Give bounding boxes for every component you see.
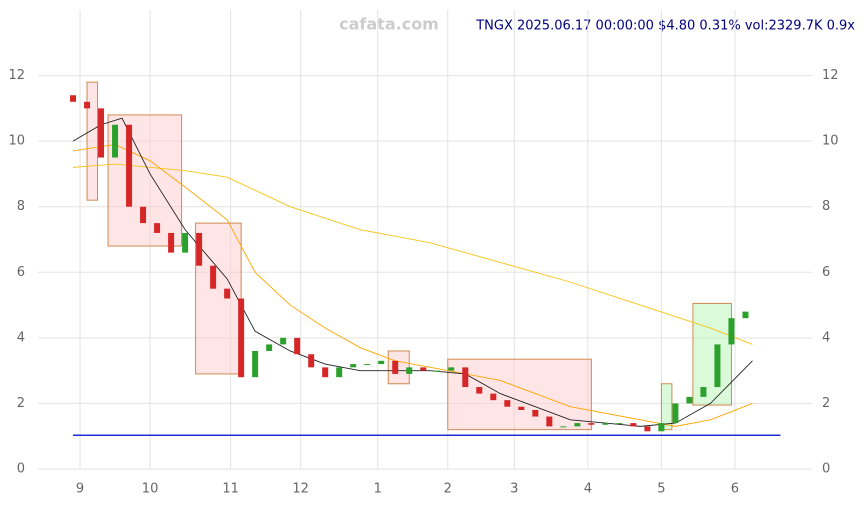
candle-body bbox=[714, 344, 721, 388]
candle-body bbox=[644, 426, 651, 432]
candle-body bbox=[196, 232, 203, 266]
candle-body bbox=[112, 124, 119, 158]
candle-body bbox=[70, 95, 77, 102]
candle-body bbox=[308, 354, 315, 368]
info-text: TNGX 2025.06.17 00:00:00 $4.80 0.31% vol… bbox=[475, 19, 855, 34]
candle-body bbox=[252, 350, 259, 378]
zone-box bbox=[692, 302, 732, 406]
candle-body bbox=[588, 423, 595, 425]
y-tick-label-right: 6 bbox=[822, 265, 830, 280]
zone-box bbox=[387, 350, 410, 385]
watermark: cafata.com bbox=[339, 15, 439, 34]
candle-body bbox=[686, 396, 693, 404]
candle-body bbox=[294, 337, 301, 355]
x-tick-label: 1 bbox=[374, 482, 382, 497]
candle-body bbox=[126, 124, 133, 207]
candle-body bbox=[364, 364, 371, 366]
candle-body bbox=[672, 403, 679, 424]
candle-body bbox=[350, 364, 357, 368]
x-tick-label: 10 bbox=[142, 482, 159, 497]
candle-body bbox=[210, 265, 217, 289]
y-tick-label-right: 2 bbox=[822, 396, 830, 411]
candle-body bbox=[728, 318, 735, 345]
candle-body bbox=[322, 367, 329, 378]
zone-box bbox=[107, 114, 183, 247]
candle-body bbox=[490, 393, 497, 401]
moving-average bbox=[72, 143, 753, 427]
candle-body bbox=[616, 423, 623, 425]
candle-body bbox=[224, 288, 231, 299]
zone-box bbox=[86, 81, 99, 201]
candle-body bbox=[336, 367, 343, 378]
candle-body bbox=[476, 387, 483, 394]
x-tick-label: 2 bbox=[444, 482, 452, 497]
candle-body bbox=[98, 108, 105, 158]
candle-body bbox=[182, 232, 189, 253]
y-tick-label: 0 bbox=[17, 462, 25, 477]
x-tick-label: 11 bbox=[222, 482, 239, 497]
y-tick-label: 4 bbox=[17, 330, 25, 345]
zone-box bbox=[660, 383, 673, 431]
x-tick-label: 9 bbox=[76, 482, 84, 497]
candle-body bbox=[392, 360, 399, 374]
y-tick-label-right: 0 bbox=[822, 462, 830, 477]
candle-body bbox=[420, 367, 427, 371]
candle-body bbox=[238, 298, 245, 378]
x-tick-label: 3 bbox=[510, 482, 518, 497]
candle-body bbox=[406, 367, 413, 374]
y-tick-label: 2 bbox=[17, 396, 25, 411]
candle-body bbox=[168, 232, 175, 253]
y-tick-label: 10 bbox=[8, 134, 25, 149]
candle-body bbox=[448, 367, 455, 371]
candle-body bbox=[630, 423, 637, 427]
candle-body bbox=[154, 223, 161, 233]
candle-body bbox=[518, 406, 525, 410]
candle-body bbox=[700, 387, 707, 397]
candle-body bbox=[546, 416, 553, 427]
x-tick-label: 12 bbox=[292, 482, 309, 497]
y-tick-label: 6 bbox=[17, 265, 25, 280]
y-tick-label: 12 bbox=[8, 68, 25, 83]
candle-body bbox=[84, 101, 91, 109]
candle-body bbox=[532, 409, 539, 417]
candle-body bbox=[280, 337, 287, 345]
x-tick-label: 5 bbox=[657, 482, 665, 497]
candle-body bbox=[462, 367, 469, 388]
zone-box bbox=[447, 358, 592, 431]
candle-body bbox=[742, 311, 749, 319]
moving-average bbox=[72, 163, 753, 345]
y-tick-label: 8 bbox=[17, 199, 25, 214]
candle-body bbox=[378, 360, 385, 365]
y-tick-label-right: 12 bbox=[822, 68, 839, 83]
x-tick-label: 4 bbox=[584, 482, 592, 497]
x-tick-label: 6 bbox=[731, 482, 739, 497]
candle-body bbox=[602, 423, 609, 425]
candle-body bbox=[140, 206, 147, 224]
candle-body bbox=[434, 370, 441, 372]
candle-body bbox=[266, 344, 273, 351]
candle-body bbox=[560, 426, 567, 428]
candle-body bbox=[574, 423, 581, 427]
zone-box bbox=[195, 222, 242, 375]
y-tick-label-right: 8 bbox=[822, 199, 830, 214]
y-tick-label-right: 4 bbox=[822, 330, 830, 345]
candle-body bbox=[658, 423, 665, 432]
candle-body bbox=[504, 400, 511, 407]
y-tick-label-right: 10 bbox=[822, 134, 839, 149]
